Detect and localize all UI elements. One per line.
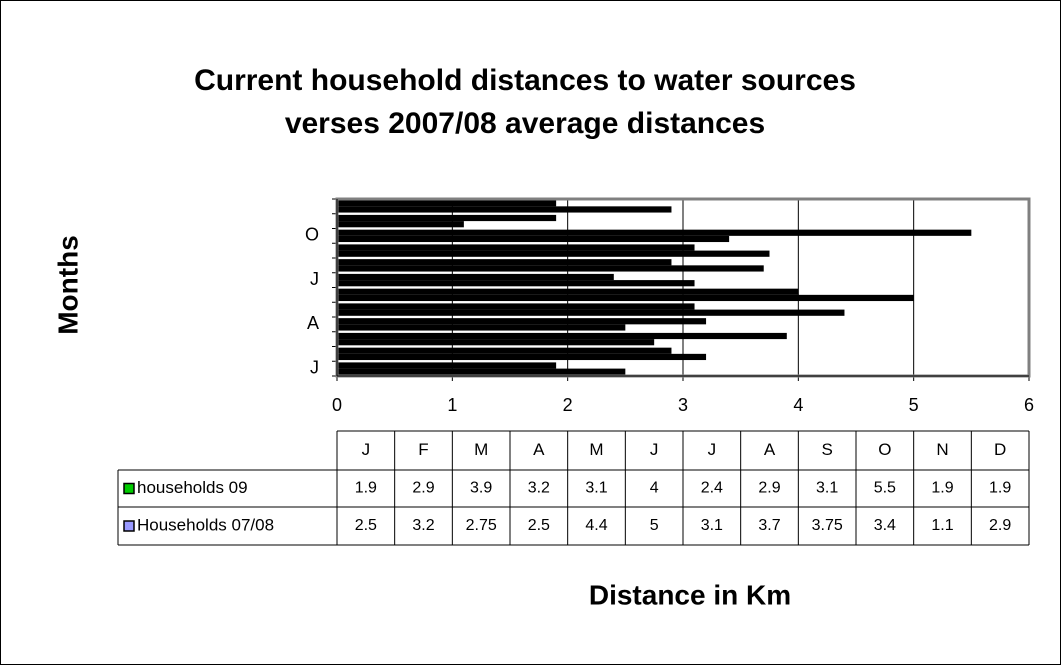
table-header: J (362, 440, 371, 459)
bar (337, 368, 626, 375)
bar (337, 324, 626, 331)
table-value: 3.75 (812, 517, 843, 534)
bar (337, 288, 799, 295)
legend-key (123, 482, 135, 495)
x-tick-label: 2 (563, 395, 573, 415)
table-header: M (589, 440, 603, 459)
y-axis-title: Months (52, 235, 83, 335)
table-value: 3.7 (758, 517, 780, 534)
bar (337, 235, 730, 243)
bar (337, 362, 557, 369)
table-value: 4.4 (585, 517, 607, 534)
bar (337, 353, 707, 361)
table-header: D (994, 440, 1006, 459)
table-value: 3.9 (470, 480, 492, 497)
legend-label: Households 07/08 (137, 515, 274, 534)
bar (337, 309, 845, 316)
table-value: 2.9 (989, 517, 1011, 534)
y-tick-label: J (310, 357, 319, 377)
table-header: A (533, 440, 545, 459)
table-value: 1.9 (989, 480, 1011, 497)
table-header: O (878, 440, 891, 459)
x-tick-label: 3 (678, 395, 688, 415)
y-tick-label: J (310, 269, 319, 289)
table-value: 3.1 (701, 517, 723, 534)
y-tick-label: O (305, 225, 319, 245)
table-value: 4 (650, 480, 659, 497)
bar (337, 280, 695, 287)
table-header: J (708, 440, 717, 459)
legend-label: households 09 (137, 478, 248, 497)
table-value: 2.5 (355, 517, 377, 534)
bar (337, 200, 557, 207)
table-value: 2.75 (466, 517, 497, 534)
table-value: 1.1 (931, 517, 953, 534)
table-value: 1.9 (355, 480, 377, 497)
table-header: M (474, 440, 488, 459)
table-header: J (650, 440, 659, 459)
bar (337, 244, 695, 251)
bar (337, 332, 787, 340)
table-value: 2.4 (701, 480, 723, 497)
table-value: 2.9 (758, 480, 780, 497)
bar (337, 221, 464, 228)
table-header: N (936, 440, 948, 459)
table-header: F (418, 440, 428, 459)
y-tick-label: A (307, 313, 319, 333)
x-tick-label: 6 (1024, 395, 1034, 415)
x-tick-label: 4 (793, 395, 803, 415)
table-header: S (821, 440, 832, 459)
x-tick-label: 0 (332, 395, 342, 415)
bar (337, 229, 972, 236)
table-value: 3.2 (412, 517, 434, 534)
bar (337, 206, 672, 213)
bar (337, 339, 655, 346)
table-value: 3.1 (816, 480, 838, 497)
table-value: 3.4 (874, 517, 896, 534)
bar (337, 294, 914, 302)
x-axis-title: Distance in Km (589, 579, 791, 610)
bar (337, 347, 672, 354)
x-tick-label: 5 (909, 395, 919, 415)
chart-title: Current household distances to water sou… (194, 64, 856, 97)
legend-key (123, 520, 135, 532)
chart-title: verses 2007/08 average distances (285, 107, 765, 140)
bar (337, 214, 557, 222)
table-value: 3.1 (585, 480, 607, 497)
bar (337, 250, 770, 257)
x-tick-label: 1 (447, 395, 457, 415)
bar (337, 265, 764, 272)
table-header: A (764, 440, 776, 459)
bar (337, 303, 695, 310)
table-value: 2.9 (412, 480, 434, 497)
table-value: 5.5 (874, 480, 896, 497)
table-value: 3.2 (528, 480, 550, 497)
table-value: 1.9 (931, 480, 953, 497)
table-value: 5 (650, 517, 659, 534)
bar (337, 259, 672, 266)
table-value: 2.5 (528, 517, 550, 534)
bar (337, 318, 707, 325)
bar (337, 273, 614, 281)
